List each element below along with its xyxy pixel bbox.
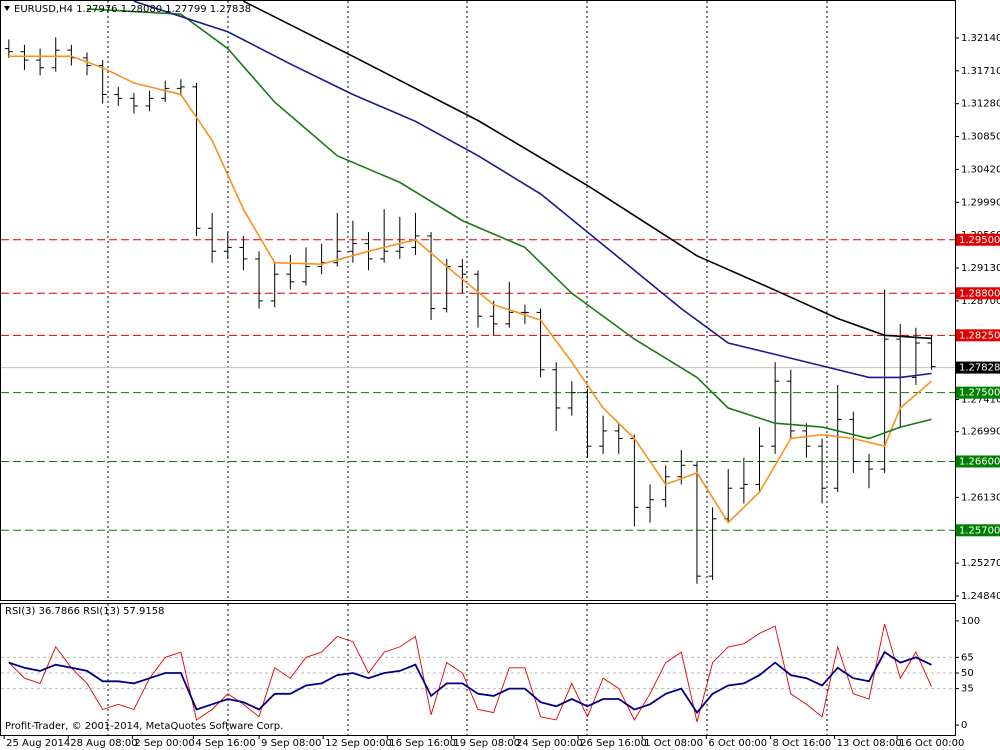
footer: Profit-Trader, © 2001-2014, MetaQuotes S… (5, 721, 283, 732)
y-tick-label: 1.28700 (961, 296, 1000, 307)
last-price-label: 1.27828 (959, 363, 1000, 374)
x-tick-label: 4 Sep 16:00 (195, 738, 255, 749)
level-label: 1.25700 (959, 525, 1000, 536)
x-tick-label: 12 Sep 00:00 (325, 738, 392, 749)
x-tick-label: 6 Oct 00:00 (708, 738, 767, 749)
level-label: 1.28250 (959, 330, 1000, 341)
y-tick-label: 50 (961, 668, 974, 679)
chart-title: EURUSD,H4 1.27976 1.28080 1.27799 1.2783… (14, 4, 251, 15)
level-label: 1.29500 (959, 235, 1000, 246)
level-label: 1.28800 (959, 288, 1000, 299)
y-tick-label: 1.31710 (961, 66, 1000, 77)
y-tick-label: 65 (961, 652, 974, 663)
x-tick-label: 13 Oct 08:00 (837, 738, 902, 749)
menu-triangle (4, 6, 10, 11)
rsi-line (8, 650, 932, 715)
level-label-box (956, 329, 1000, 342)
x-tick-label: 19 Sep 08:00 (453, 738, 520, 749)
moving-average (133, 0, 932, 379)
x-tick-label: 24 Sep 00:00 (516, 738, 583, 749)
x-tick-label: 26 Sep 16:00 (580, 738, 647, 749)
y-tick-label: 1.32140 (961, 33, 1000, 44)
level-label-box (956, 455, 1000, 468)
y-tick-label: 100 (961, 616, 980, 627)
x-tick-label: 2 Sep 00:00 (134, 738, 194, 749)
moving-average (243, 0, 932, 340)
moving-average (86, 8, 932, 440)
rsi-line (8, 623, 932, 723)
level-label-box (956, 524, 1000, 537)
y-tick-label: 1.27410 (961, 395, 1000, 406)
y-tick-label: 1.29130 (961, 263, 1000, 274)
x-tick-label: 16 Oct 00:00 (899, 738, 964, 749)
y-tick-label: 1.26130 (961, 492, 1000, 503)
level-label-box (956, 233, 1000, 246)
y-tick-label: 1.25270 (961, 558, 1000, 569)
x-tick-label: 8 Oct 16:00 (772, 738, 831, 749)
moving-average (8, 55, 933, 524)
last-price-box (956, 361, 1000, 374)
rsi-title: RSI(3) 36.7866 RSI(13) 57.9158 (5, 606, 164, 617)
level-label-box (956, 386, 1000, 399)
level-label-box (956, 287, 1000, 300)
y-tick-label: 0 (961, 720, 967, 731)
level-label: 1.26600 (959, 456, 1000, 467)
rsi-panel (0, 603, 956, 736)
x-tick-label: 1 Oct 08:00 (644, 738, 703, 749)
y-tick-label: 1.29990 (961, 197, 1000, 208)
y-tick-label: 1.26990 (961, 427, 1000, 438)
y-tick-label: 1.24840 (961, 591, 1000, 602)
x-tick-label: 9 Sep 08:00 (261, 738, 321, 749)
x-tick-label: 25 Aug 2014 (6, 738, 70, 749)
period-separators (107, 1, 828, 735)
y-tick-label: 1.30850 (961, 132, 1000, 143)
x-tick-label: 28 Aug 08:00 (70, 738, 137, 749)
x-tick-label: 16 Sep 16:00 (389, 738, 456, 749)
level-label: 1.27500 (959, 388, 1000, 399)
y-tick-label: 35 (961, 684, 974, 695)
y-tick-label: 1.30420 (961, 164, 1000, 175)
y-tick-label: 1.31280 (961, 99, 1000, 110)
